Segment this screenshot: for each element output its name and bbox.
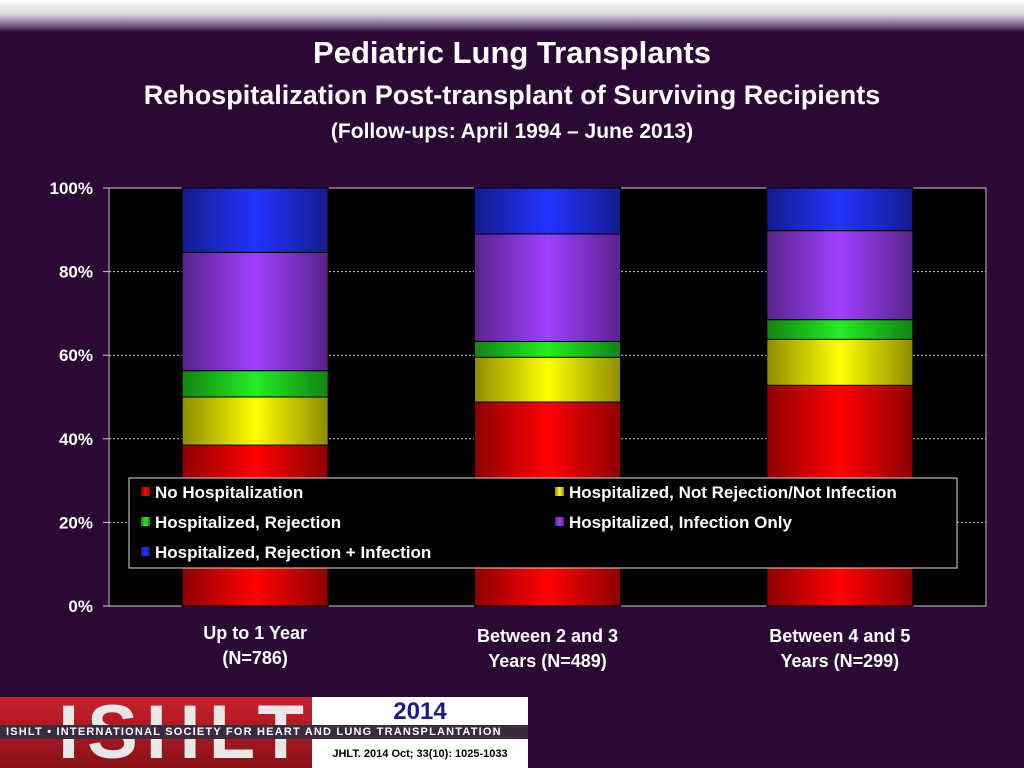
y-tick-label: 60% xyxy=(59,346,93,365)
bar-segment xyxy=(474,356,621,403)
y-tick-label: 80% xyxy=(59,263,93,282)
legend-label: No Hospitalization xyxy=(155,483,303,502)
y-tick-label: 20% xyxy=(59,513,93,532)
legend-swatch xyxy=(141,547,150,556)
bar-segment xyxy=(766,338,914,386)
bar-segment xyxy=(181,187,329,253)
bar-segment xyxy=(766,319,914,340)
stacked-bar-chart: 0% 20% 40% 60% 80% 100% Up to 1 Year (N=786) Bet… xyxy=(50,179,987,671)
x-category-label: Years (N=489) xyxy=(488,651,607,671)
bar-segment xyxy=(181,251,329,372)
y-tick-label: 100% xyxy=(50,179,93,198)
top-gradient-bar xyxy=(0,0,1024,32)
legend-label: Hospitalized, Infection Only xyxy=(569,513,792,532)
legend-box xyxy=(128,477,958,569)
x-category-label: Between 4 and 5 xyxy=(769,626,910,646)
y-tick-label: 40% xyxy=(59,430,93,449)
legend-label: Hospitalized, Not Rejection/Not Infectio… xyxy=(569,483,897,502)
bar-segment xyxy=(766,187,914,232)
chart-date-range: (Follow-ups: April 1994 – June 2013) xyxy=(330,120,694,143)
legend-label: Hospitalized, Rejection xyxy=(155,513,341,532)
x-category-label: Up to 1 Year xyxy=(203,623,307,643)
legend-label: Hospitalized, Rejection + Infection xyxy=(155,543,431,562)
x-category-label: Years (N=299) xyxy=(781,651,900,671)
bar-segment xyxy=(474,340,621,358)
y-tick-label: 0% xyxy=(68,597,93,616)
journal-citation: JHLT. 2014 Oct; 33(10): 1025-1033 xyxy=(332,748,508,760)
bar-segment xyxy=(474,187,621,235)
bar-segment xyxy=(474,233,621,342)
legend-swatch xyxy=(555,487,564,496)
legend-swatch xyxy=(555,517,564,526)
ishlt-tagline: ISHLT • INTERNATIONAL SOCIETY FOR HEART … xyxy=(0,725,528,739)
bar-segment xyxy=(766,230,914,321)
chart-subtitle: Rehospitalization Post-transplant of Sur… xyxy=(143,80,881,110)
report-year: 2014 xyxy=(393,698,447,725)
bar-segment xyxy=(181,396,329,446)
chart-title: Pediatric Lung Transplants xyxy=(313,35,711,70)
x-category-label: (N=786) xyxy=(222,648,288,668)
x-category-label: Between 2 and 3 xyxy=(477,626,618,646)
legend-swatch xyxy=(141,487,150,496)
bar-segment xyxy=(181,370,329,398)
legend-swatch xyxy=(141,517,150,526)
